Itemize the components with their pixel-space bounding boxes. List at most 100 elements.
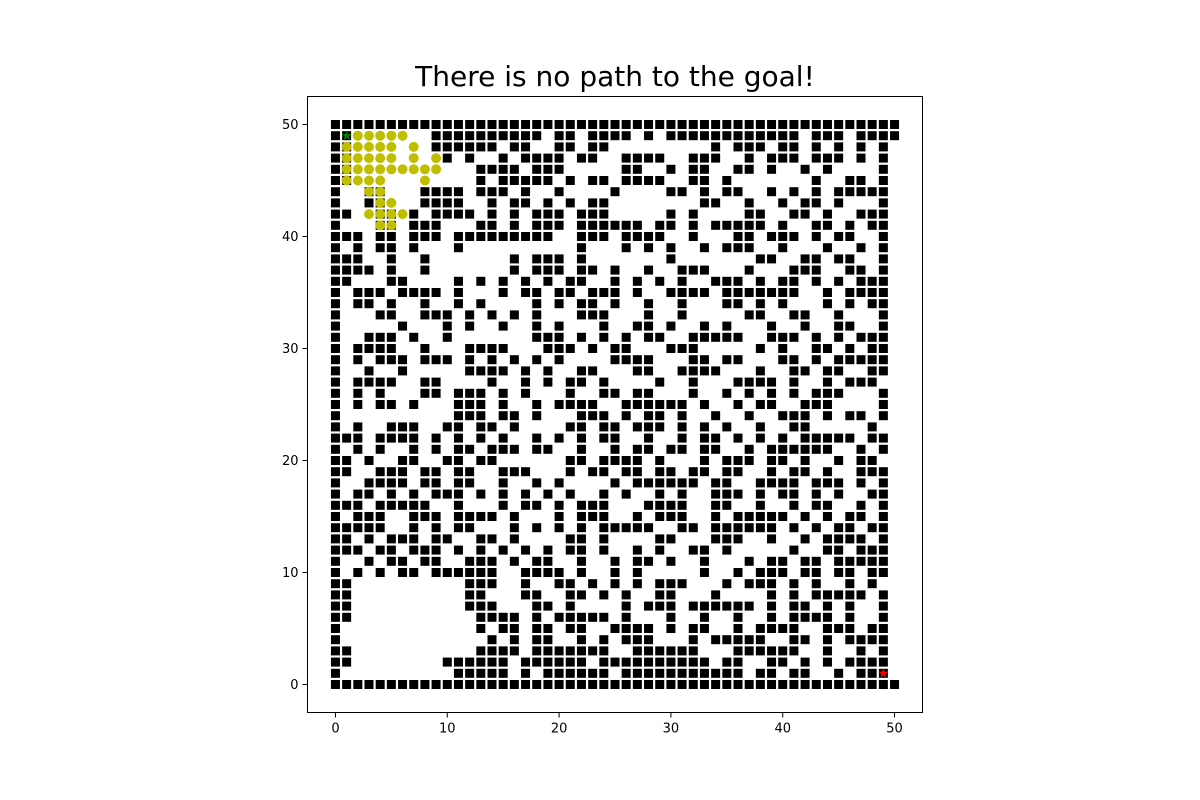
obstacle-cell — [621, 467, 631, 477]
obstacle-cell — [621, 164, 631, 174]
obstacle-cell — [342, 265, 352, 275]
obstacle-cell — [576, 366, 586, 376]
obstacle-cell — [811, 355, 821, 365]
obstacle-cell — [711, 590, 721, 600]
obstacle-cell — [599, 142, 609, 152]
obstacle-cell — [733, 142, 743, 152]
explored-point — [352, 175, 363, 186]
obstacle-cell — [822, 478, 832, 488]
obstacle-cell — [733, 164, 743, 174]
obstacle-cell — [677, 680, 687, 689]
obstacle-cell — [543, 153, 553, 163]
obstacle-cell — [576, 545, 586, 555]
obstacle-cell — [588, 209, 598, 219]
obstacle-cell — [767, 164, 777, 174]
obstacle-cell — [509, 220, 519, 230]
obstacle-cell — [878, 478, 888, 488]
obstacle-cell — [588, 512, 598, 521]
obstacle-cell — [755, 422, 765, 432]
obstacle-cell — [856, 288, 866, 297]
obstacle-cell — [431, 388, 441, 398]
obstacle-cell — [878, 187, 888, 197]
obstacle-cell — [386, 433, 396, 443]
explored-layer — [341, 130, 442, 231]
obstacle-cell — [856, 657, 866, 667]
obstacle-cell — [867, 433, 877, 443]
obstacle-cell — [386, 299, 396, 309]
obstacle-cell — [699, 164, 709, 174]
obstacle-cell — [330, 164, 340, 174]
obstacle-cell — [353, 523, 363, 533]
obstacle-cell — [610, 680, 620, 689]
obstacle-cell — [845, 254, 855, 264]
obstacle-cell — [532, 523, 542, 533]
obstacle-cell — [453, 456, 463, 465]
obstacle-cell — [431, 444, 441, 454]
obstacle-cell — [733, 668, 743, 678]
obstacle-cell — [330, 142, 340, 152]
obstacle-cell — [521, 131, 531, 141]
obstacle-cell — [867, 187, 877, 197]
obstacle-cell — [767, 657, 777, 667]
obstacle-cell — [330, 456, 340, 465]
obstacle-cell — [632, 164, 642, 174]
obstacle-cell — [688, 646, 698, 656]
obstacle-cell — [375, 545, 385, 555]
obstacle-cell — [476, 512, 486, 521]
explored-point — [364, 186, 374, 197]
explored-point — [364, 153, 374, 164]
obstacle-cell — [610, 556, 620, 566]
obstacle-cell — [342, 467, 352, 477]
explored-point — [364, 130, 374, 141]
obstacle-cell — [476, 489, 486, 499]
obstacle-cell — [420, 299, 430, 309]
obstacle-cell — [588, 612, 598, 622]
obstacle-cell — [822, 624, 832, 633]
obstacle-cell — [498, 321, 508, 331]
obstacle-cell — [632, 467, 642, 477]
obstacle-cell — [856, 646, 866, 656]
obstacle-cell — [330, 556, 340, 566]
obstacle-cell — [565, 456, 575, 465]
obstacle-cell — [364, 478, 374, 488]
obstacle-cell — [822, 512, 832, 521]
obstacle-cell — [677, 433, 687, 443]
obstacle-cell — [800, 657, 810, 667]
obstacle-cell — [699, 321, 709, 331]
obstacle-cell — [565, 534, 575, 544]
obstacle-cell — [453, 444, 463, 454]
obstacle-cell — [532, 411, 542, 421]
obstacle-cell — [856, 131, 866, 141]
obstacle-cell — [677, 500, 687, 510]
obstacle-cell — [867, 456, 877, 465]
obstacle-cell — [655, 276, 665, 286]
obstacle-cell — [845, 657, 855, 667]
obstacle-cell — [599, 646, 609, 656]
obstacle-cell — [487, 164, 497, 174]
obstacle-cell — [655, 153, 665, 163]
obstacle-cell — [845, 321, 855, 331]
obstacle-cell — [375, 377, 385, 387]
obstacle-cell — [856, 209, 866, 219]
obstacle-cell — [465, 232, 475, 241]
obstacle-cell — [442, 142, 452, 152]
obstacle-cell — [867, 668, 877, 678]
obstacle-cell — [655, 467, 665, 477]
obstacle-cell — [330, 478, 340, 488]
obstacle-cell — [878, 601, 888, 611]
obstacle-cell — [722, 456, 732, 465]
explored-point — [375, 164, 386, 175]
obstacle-cell — [856, 120, 866, 129]
obstacle-cell — [498, 433, 508, 443]
obstacle-cell — [599, 612, 609, 622]
obstacle-cell — [420, 355, 430, 365]
obstacle-cell — [342, 523, 352, 533]
obstacle-cell — [733, 512, 743, 521]
obstacle-cell — [330, 433, 340, 443]
obstacle-cell — [599, 332, 609, 342]
obstacle-cell — [342, 612, 352, 622]
obstacle-cell — [878, 153, 888, 163]
obstacle-cell — [811, 388, 821, 398]
obstacle-cell — [554, 646, 564, 656]
obstacle-cell — [688, 478, 698, 488]
